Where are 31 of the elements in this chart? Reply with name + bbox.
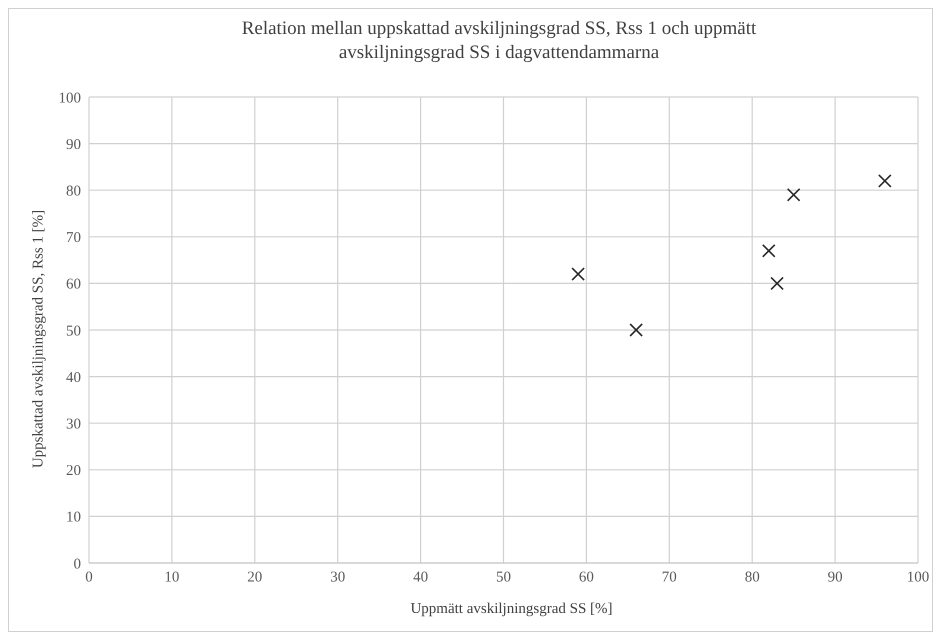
chart-title: Relation mellan uppskattad avskiljningsgrad SS, Rss 1 och uppmätt avskiljningsgrad SS i dagvattendammarna — [240, 17, 758, 65]
y-tick-label: 100 — [58, 90, 81, 106]
point — [629, 323, 643, 337]
y-tick-label: 40 — [66, 370, 81, 386]
y-tick-label: 50 — [66, 323, 81, 340]
y-tick-label: 10 — [66, 510, 81, 526]
x-tick-label: 0 — [85, 570, 93, 586]
point — [878, 174, 892, 188]
y-tick-label: 20 — [66, 463, 81, 480]
point — [762, 244, 776, 258]
x-tick-label: 10 — [164, 570, 180, 586]
y-tick-label: 60 — [66, 276, 81, 293]
y-axis-title: Uppskattad avskiljningsgrad SS, Rss 1 [%] — [30, 210, 48, 468]
x-tick-label: 40 — [413, 570, 428, 586]
x-axis-title: Uppmätt avskiljningsgrad SS [%] — [409, 601, 614, 618]
y-tick-label: 0 — [74, 556, 81, 572]
x-tick-label: 80 — [744, 570, 760, 586]
point — [786, 188, 800, 202]
y-tick-label: 90 — [66, 136, 81, 153]
x-tick-label: 90 — [828, 570, 843, 586]
x-tick-label: 100 — [906, 570, 930, 586]
x-tick-label: 30 — [330, 570, 346, 586]
x-tick-label: 60 — [578, 570, 594, 586]
point — [770, 276, 784, 290]
y-tick-label: 30 — [66, 416, 81, 433]
y-tick-label: 70 — [66, 230, 81, 246]
y-tick-label: 80 — [66, 184, 81, 200]
point — [571, 267, 585, 281]
x-tick-label: 70 — [662, 570, 677, 586]
x-tick-label: 20 — [247, 570, 262, 586]
x-tick-label: 50 — [496, 570, 511, 586]
